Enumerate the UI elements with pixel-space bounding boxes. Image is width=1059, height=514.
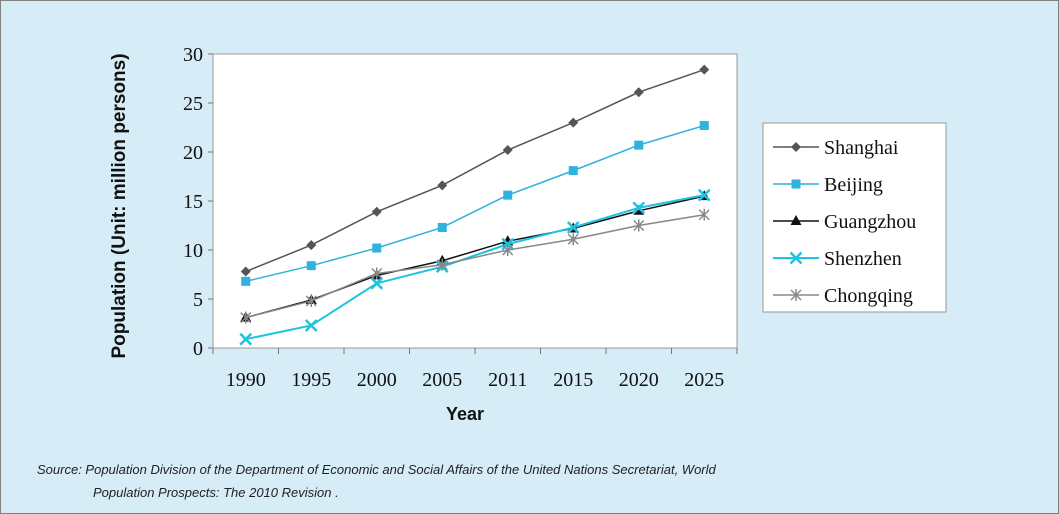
legend-item-chongqing: Chongqing <box>773 285 913 307</box>
legend-item-shanghai: Shanghai <box>773 137 899 159</box>
x-tick-label: 2011 <box>488 369 527 391</box>
data-point-beijing <box>503 190 513 200</box>
x-tick-label: 1995 <box>291 369 331 391</box>
data-point-chongqing <box>240 311 252 324</box>
y-tick-label: 5 <box>193 289 203 311</box>
source-line-1: Source: Population Division of the Depar… <box>37 462 716 477</box>
data-point-shenzhen <box>697 188 711 202</box>
legend-item-shenzhen: Shenzhen <box>773 248 902 270</box>
legend-marker-chongqing <box>790 289 802 301</box>
y-tick-label: 20 <box>183 142 203 164</box>
y-tick-label: 30 <box>183 44 203 66</box>
data-point-shenzhen <box>239 332 253 346</box>
data-point-shenzhen <box>370 276 384 290</box>
y-tick-label: 15 <box>183 191 203 213</box>
x-tick-label: 2025 <box>684 369 724 391</box>
data-point-chongqing <box>633 219 645 232</box>
series-shanghai <box>240 64 710 277</box>
legend-item-beijing: Beijing <box>773 174 883 196</box>
series-line-chongqing <box>245 213 705 319</box>
data-point-shanghai <box>371 206 382 217</box>
data-point-shanghai <box>240 266 251 277</box>
data-point-beijing <box>372 243 382 253</box>
data-point-shenzhen <box>632 201 646 215</box>
data-point-chongqing <box>371 267 383 280</box>
legend-item-guangzhou: Guangzhou <box>773 211 916 233</box>
y-tick-label: 0 <box>193 338 203 360</box>
data-point-shanghai <box>699 64 710 75</box>
legend-marker-shanghai <box>791 142 801 152</box>
series-line-shenzhen <box>245 194 705 341</box>
data-point-shenzhen <box>304 319 318 332</box>
data-point-chongqing <box>567 233 579 246</box>
x-tick-label: 2005 <box>422 369 462 391</box>
data-point-beijing <box>241 276 251 286</box>
y-tick-label: 10 <box>183 240 203 262</box>
plot-area <box>212 53 738 349</box>
y-axis-label: Population (Unit: million persons) <box>109 53 130 358</box>
x-tick-label: 1990 <box>226 369 266 391</box>
series-line-shanghai <box>245 68 705 273</box>
x-axis-label: Year <box>446 404 484 424</box>
series-line-beijing <box>245 124 705 283</box>
data-point-chongqing <box>305 294 317 307</box>
y-tick-label: 25 <box>183 93 203 115</box>
data-point-shenzhen <box>566 221 580 234</box>
data-point-shanghai <box>633 87 644 98</box>
legend-marker-shenzhen <box>789 251 803 265</box>
legend-label-shenzhen: Shenzhen <box>824 248 902 270</box>
x-tick-label: 2015 <box>553 369 593 391</box>
data-point-beijing <box>306 261 316 271</box>
legend-box <box>762 122 947 313</box>
source-line-2: Population Prospects: The 2010 Revision … <box>93 485 339 500</box>
data-point-chongqing <box>502 244 514 256</box>
data-point-beijing <box>699 121 709 131</box>
data-point-beijing <box>568 166 578 176</box>
legend-label-shanghai: Shanghai <box>824 137 899 159</box>
legend-marker-guangzhou <box>790 215 802 225</box>
legend-label-beijing: Beijing <box>824 174 883 196</box>
series-chongqing <box>240 208 710 324</box>
data-point-chongqing <box>698 208 710 221</box>
legend-label-chongqing: Chongqing <box>824 285 913 307</box>
x-tick-label: 2000 <box>357 369 397 391</box>
data-point-beijing <box>437 222 447 232</box>
data-point-chongqing <box>436 258 448 271</box>
legend: Shanghai Beijing Guangzhou Shenzhen Chongqin… <box>762 122 947 313</box>
data-point-shanghai <box>306 240 317 251</box>
source-note: Source: Population Division of the Depar… <box>37 458 1037 504</box>
x-tick-label: 2020 <box>619 369 659 391</box>
data-point-beijing <box>634 140 644 150</box>
data-point-shanghai <box>568 117 579 128</box>
series-beijing <box>241 121 709 286</box>
legend-label-guangzhou: Guangzhou <box>824 211 916 233</box>
data-point-shanghai <box>502 145 513 156</box>
legend-marker-beijing <box>791 179 801 189</box>
data-point-shanghai <box>437 180 448 191</box>
